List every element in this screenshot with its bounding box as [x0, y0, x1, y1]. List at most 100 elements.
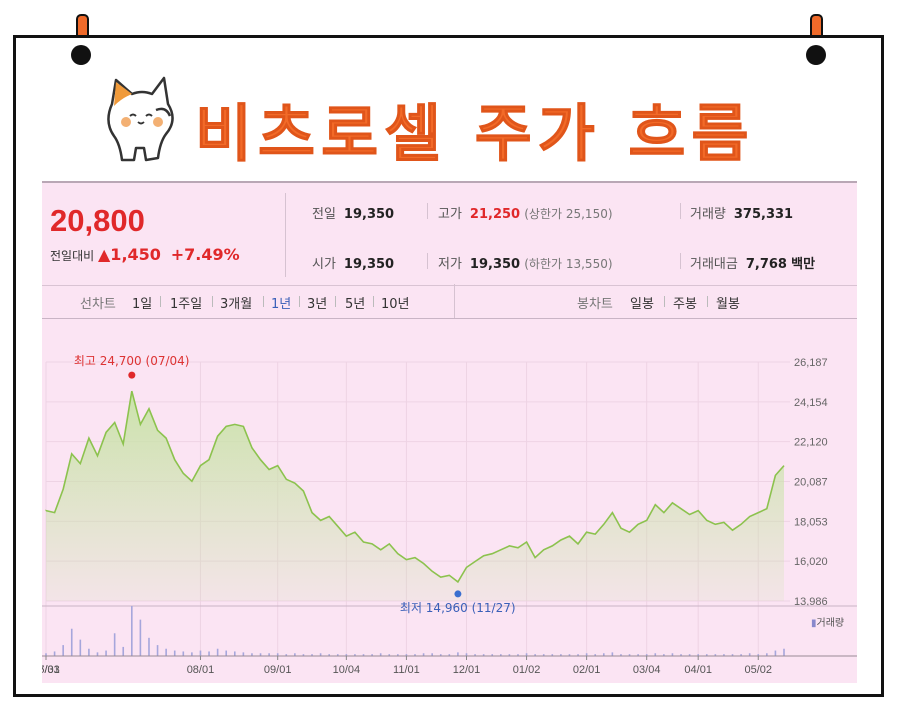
tab-monthly[interactable]: 월봉: [716, 297, 740, 312]
volume-bar: [748, 653, 751, 656]
trade-amount: 거래대금 7,768 백만: [690, 257, 816, 272]
volume-bar: [731, 654, 734, 656]
volume-bar: [680, 654, 682, 656]
open-price: 시가 19,350: [312, 257, 395, 272]
volume-bar: [602, 653, 605, 656]
x-tick-label: 12/01: [453, 664, 481, 676]
volume-bar: [148, 637, 150, 656]
volume-bar: [783, 648, 785, 656]
volume-bar: [568, 654, 571, 656]
volume-bar: [182, 651, 185, 656]
y-tick-label: 24,154: [794, 397, 828, 409]
x-tick-label: 05/02: [744, 664, 772, 676]
volume-bar: [594, 654, 597, 656]
tab-weekly[interactable]: 주봉: [673, 297, 697, 312]
volume-bar: [173, 650, 176, 656]
divider: [680, 253, 681, 269]
tab-5y[interactable]: 5년: [345, 297, 366, 312]
volume-bar: [637, 654, 639, 656]
cat-mascot-icon: [107, 76, 174, 162]
change-label: 전일대비: [50, 249, 95, 263]
volume-bar: [388, 654, 391, 656]
volume-bar: [354, 654, 356, 656]
y-tick-label: 26,187: [794, 357, 828, 369]
volume-bar: [654, 653, 657, 656]
volume-bar: [431, 653, 433, 656]
volume-bar: [628, 654, 631, 656]
x-tick-label: 03/04: [633, 664, 661, 676]
x-tick-label: 05/31: [42, 664, 60, 676]
change-percent: +7.49%: [170, 245, 240, 264]
volume-bar: [45, 653, 47, 656]
low-price: 저가 19,350 (하한가 13,550): [438, 257, 613, 272]
volume-bar: [500, 654, 502, 656]
volume-bar: [714, 654, 717, 656]
volume-bar: [251, 653, 253, 656]
volume-bar: [96, 652, 99, 656]
volume-bar: [336, 654, 339, 656]
volume-bar: [259, 653, 262, 656]
volume-bar: [302, 654, 305, 656]
x-tick-label: 02/01: [573, 664, 601, 676]
volume-bar: [491, 654, 494, 656]
volume-bar: [422, 653, 425, 656]
volume-bar: [88, 648, 90, 656]
x-tick-label: 04/01: [684, 664, 712, 676]
volume-bar: [448, 654, 451, 656]
volume-bar: [688, 654, 691, 656]
volume-bar: [328, 654, 330, 656]
y-tick-label: 22,120: [794, 437, 828, 449]
volume-bar: [534, 654, 536, 656]
volume-bar: [268, 653, 270, 656]
period-tabs: 선차트 1일 1주일 3개월 1년 3년 5년 10년 봉차트 일봉 주봉 월봉: [42, 284, 857, 319]
volume-bar: [319, 653, 322, 656]
left-ring-icon: [71, 45, 91, 65]
summary-header: 20,800 전일대비 ▲1,450 +7.49% 전일 19,350 시가 19,…: [42, 181, 857, 286]
volume-bar: [294, 653, 296, 656]
volume-bar: [113, 633, 116, 656]
volume-bar: [705, 654, 708, 656]
volume-bar: [551, 654, 554, 656]
min-marker: [454, 590, 462, 598]
volume-bar: [379, 653, 382, 656]
divider: [454, 284, 455, 318]
volume-bar: [439, 654, 442, 656]
volume-bar: [199, 650, 202, 656]
max-label: 최고 24,700 (07/04): [74, 354, 190, 368]
current-price: 20,800: [50, 203, 145, 238]
volume-bar: [122, 646, 125, 656]
divider: [427, 203, 428, 219]
tab-3m[interactable]: 3개월: [220, 297, 253, 312]
volume-bar: [311, 654, 313, 656]
tab-10y[interactable]: 10년: [381, 297, 410, 312]
y-tick-label: 16,020: [794, 556, 828, 568]
change-amount: ▲1,450: [98, 245, 161, 264]
volume-bar: [474, 654, 476, 656]
volume-bar: [620, 654, 622, 656]
tab-1d[interactable]: 1일: [132, 297, 153, 312]
y-tick-label: 13,986: [794, 596, 828, 608]
volume-bar: [766, 653, 768, 656]
volume-bar: [242, 652, 245, 656]
min-label: 최저 14,960 (11/27): [400, 601, 516, 615]
tab-1w[interactable]: 1주일: [170, 297, 203, 312]
y-tick-label: 20,087: [794, 477, 828, 489]
x-tick-label: 07/03: [42, 664, 60, 676]
volume-bar: [508, 654, 511, 656]
divider: [427, 253, 428, 269]
volume-bar: [542, 654, 545, 656]
volume-bar: [216, 648, 219, 656]
tab-1y[interactable]: 1년: [271, 297, 292, 312]
tab-3y[interactable]: 3년: [307, 297, 328, 312]
volume-bar: [465, 653, 468, 656]
volume-legend: ▮거래량: [811, 618, 845, 629]
volume-bar: [285, 654, 288, 656]
volume-bar: [345, 654, 348, 656]
volume-bar: [233, 651, 236, 656]
volume-bar: [70, 628, 73, 656]
x-tick-label: 09/01: [264, 664, 292, 676]
volume-bar: [645, 654, 648, 656]
tab-daily[interactable]: 일봉: [630, 297, 654, 312]
volume-bar: [517, 654, 519, 656]
x-tick-label: 11/01: [393, 664, 420, 676]
